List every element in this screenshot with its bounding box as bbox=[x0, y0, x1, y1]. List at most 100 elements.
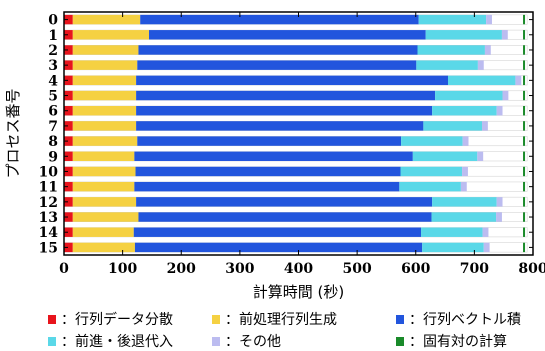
x-tick-label-300: 300 bbox=[225, 261, 254, 277]
y-tick-label-14: 14 bbox=[39, 225, 59, 241]
x-tick-label-0: 0 bbox=[59, 261, 69, 277]
bar-segment-process-2-series-1 bbox=[72, 45, 139, 55]
legend-swatch-3 bbox=[48, 336, 56, 346]
bar-segment-process-9-series-1 bbox=[72, 151, 135, 161]
x-ticks: 0 100 200 300 400 500 600 700 800 bbox=[59, 12, 545, 277]
y-tick-label-8: 8 bbox=[48, 134, 58, 150]
bar-segment-process-9-series-4 bbox=[477, 151, 484, 161]
bar-segment-process-4-series-1 bbox=[72, 75, 137, 86]
bar-segment-process-14-series-3 bbox=[421, 227, 483, 237]
bar-segment-process-3-series-0 bbox=[64, 60, 73, 70]
legend-item-1: ：前処理行列生成 bbox=[212, 309, 337, 329]
bar-segment-process-8-series-3 bbox=[401, 136, 463, 146]
x-tick-label-100: 100 bbox=[108, 261, 137, 277]
bar-segment-process-8-series-4 bbox=[462, 136, 469, 146]
bar-segment-process-0-series-3 bbox=[418, 14, 487, 25]
bar-segment-process-12-series-4 bbox=[496, 197, 503, 207]
x-tick-label-800: 800 bbox=[518, 261, 545, 277]
legend-swatch-1 bbox=[212, 314, 220, 324]
legend-label-4: ：その他 bbox=[225, 334, 281, 350]
x-tick-label-600: 600 bbox=[401, 261, 430, 277]
y-tick-label-11: 11 bbox=[39, 180, 58, 196]
bar-segment-process-1-series-2 bbox=[149, 30, 426, 40]
y-tick-label-0: 0 bbox=[48, 13, 58, 29]
bar-segment-process-6-series-0 bbox=[64, 106, 73, 116]
x-axis-title: 計算時間 (秒) bbox=[253, 283, 344, 301]
y-tick-label-10: 10 bbox=[39, 164, 59, 180]
bar-segment-process-3-series-3 bbox=[416, 60, 478, 70]
bar-segment-process-8-series-0 bbox=[64, 136, 73, 146]
bar-segment-process-3-series-5 bbox=[523, 60, 526, 70]
bar-segment-process-14-series-5 bbox=[523, 227, 526, 237]
y-tick-label-9: 9 bbox=[48, 149, 58, 165]
bar-segment-process-6-series-2 bbox=[136, 106, 433, 116]
bar-segment-process-10-series-0 bbox=[64, 166, 73, 177]
bar-segment-process-10-series-3 bbox=[400, 166, 463, 177]
legend-item-4: ：その他 bbox=[212, 331, 281, 351]
bar-segment-process-4-series-0 bbox=[64, 75, 73, 86]
y-tick-label-1: 1 bbox=[48, 28, 58, 44]
bar-segment-process-0-series-5 bbox=[523, 14, 526, 25]
bar-segment-process-1-series-3 bbox=[425, 30, 502, 40]
bar-segment-process-6-series-1 bbox=[72, 106, 137, 116]
bar-segment-process-1-series-4 bbox=[501, 30, 508, 40]
bar-segment-process-0-series-2 bbox=[140, 14, 419, 25]
legend-label-2: ：行列ベクトル積 bbox=[409, 312, 521, 328]
y-tick-label-15: 15 bbox=[39, 240, 58, 256]
bar-segment-process-10-series-4 bbox=[462, 166, 468, 177]
y-tick-label-6: 6 bbox=[48, 104, 58, 120]
bar-segment-process-15-series-5 bbox=[523, 242, 526, 253]
legend-label-5: ：固有対の計算 bbox=[409, 334, 507, 350]
bar-segment-process-3-series-4 bbox=[477, 60, 484, 70]
bar-segment-process-9-series-3 bbox=[412, 151, 478, 161]
bar-segment-process-4-series-2 bbox=[136, 75, 448, 86]
bar-segment-process-12-series-0 bbox=[64, 197, 73, 207]
bar-segment-process-3-series-2 bbox=[137, 60, 417, 70]
legend-label-0: ：行列データ分散 bbox=[61, 312, 173, 328]
y-tick-label-4: 4 bbox=[48, 73, 58, 89]
bar-segment-process-15-series-1 bbox=[72, 242, 135, 253]
legend-swatch-0 bbox=[48, 314, 56, 324]
y-tick-label-2: 2 bbox=[48, 43, 58, 59]
bar-segment-process-8-series-5 bbox=[523, 136, 526, 146]
bar-segment-process-11-series-4 bbox=[460, 181, 467, 192]
bar-segment-process-11-series-1 bbox=[72, 181, 135, 192]
legend: ：行列データ分散 ：前処理行列生成 ：行列ベクトル積 ：前進・後退代入 ：その他 ：固有対… bbox=[48, 309, 545, 351]
bar-segment-process-9-series-5 bbox=[523, 151, 526, 161]
bar-segment-process-4-series-5 bbox=[523, 75, 526, 86]
y-tick-label-5: 5 bbox=[48, 89, 58, 105]
bar-segment-process-7-series-2 bbox=[136, 121, 424, 131]
bar-segment-process-7-series-0 bbox=[64, 121, 73, 131]
bar-segment-process-5-series-3 bbox=[435, 90, 503, 101]
y-tick-label-3: 3 bbox=[48, 58, 58, 74]
legend-label-1: ：前処理行列生成 bbox=[225, 312, 337, 328]
y-tick-label-7: 7 bbox=[48, 119, 58, 135]
legend-item-2: ：行列ベクトル積 bbox=[396, 309, 521, 329]
y-tick-label-13: 13 bbox=[39, 210, 58, 226]
bar-segment-process-2-series-2 bbox=[138, 45, 418, 55]
bar-segment-process-13-series-5 bbox=[523, 212, 526, 222]
legend-swatch-2 bbox=[396, 314, 404, 324]
bar-segment-process-12-series-1 bbox=[72, 197, 137, 207]
bar-segment-process-5-series-4 bbox=[502, 90, 509, 101]
bar-segment-process-9-series-0 bbox=[64, 151, 73, 161]
bar-segment-process-5-series-0 bbox=[64, 90, 73, 101]
bar-segment-process-3-series-1 bbox=[72, 60, 138, 70]
bar-segment-process-15-series-0 bbox=[64, 242, 73, 253]
bar-segment-process-8-series-1 bbox=[72, 136, 138, 146]
legend-swatch-4 bbox=[212, 336, 220, 346]
bar-segment-process-4-series-3 bbox=[447, 75, 516, 86]
legend-label-3: ：前進・後退代入 bbox=[61, 334, 173, 350]
legend-swatch-5 bbox=[396, 336, 404, 346]
bar-segment-process-14-series-0 bbox=[64, 227, 73, 237]
bar-segment-process-6-series-4 bbox=[496, 106, 503, 116]
bar-segment-process-0-series-1 bbox=[72, 14, 141, 25]
bar-segment-process-0-series-0 bbox=[64, 14, 73, 25]
bar-segment-process-1-series-0 bbox=[64, 30, 73, 40]
bar-segment-process-13-series-2 bbox=[138, 212, 432, 222]
bar-segment-process-15-series-4 bbox=[483, 242, 490, 253]
bar-segment-process-13-series-0 bbox=[64, 212, 73, 222]
bar-segment-process-6-series-5 bbox=[523, 106, 526, 116]
bar-segment-process-12-series-2 bbox=[136, 197, 433, 207]
